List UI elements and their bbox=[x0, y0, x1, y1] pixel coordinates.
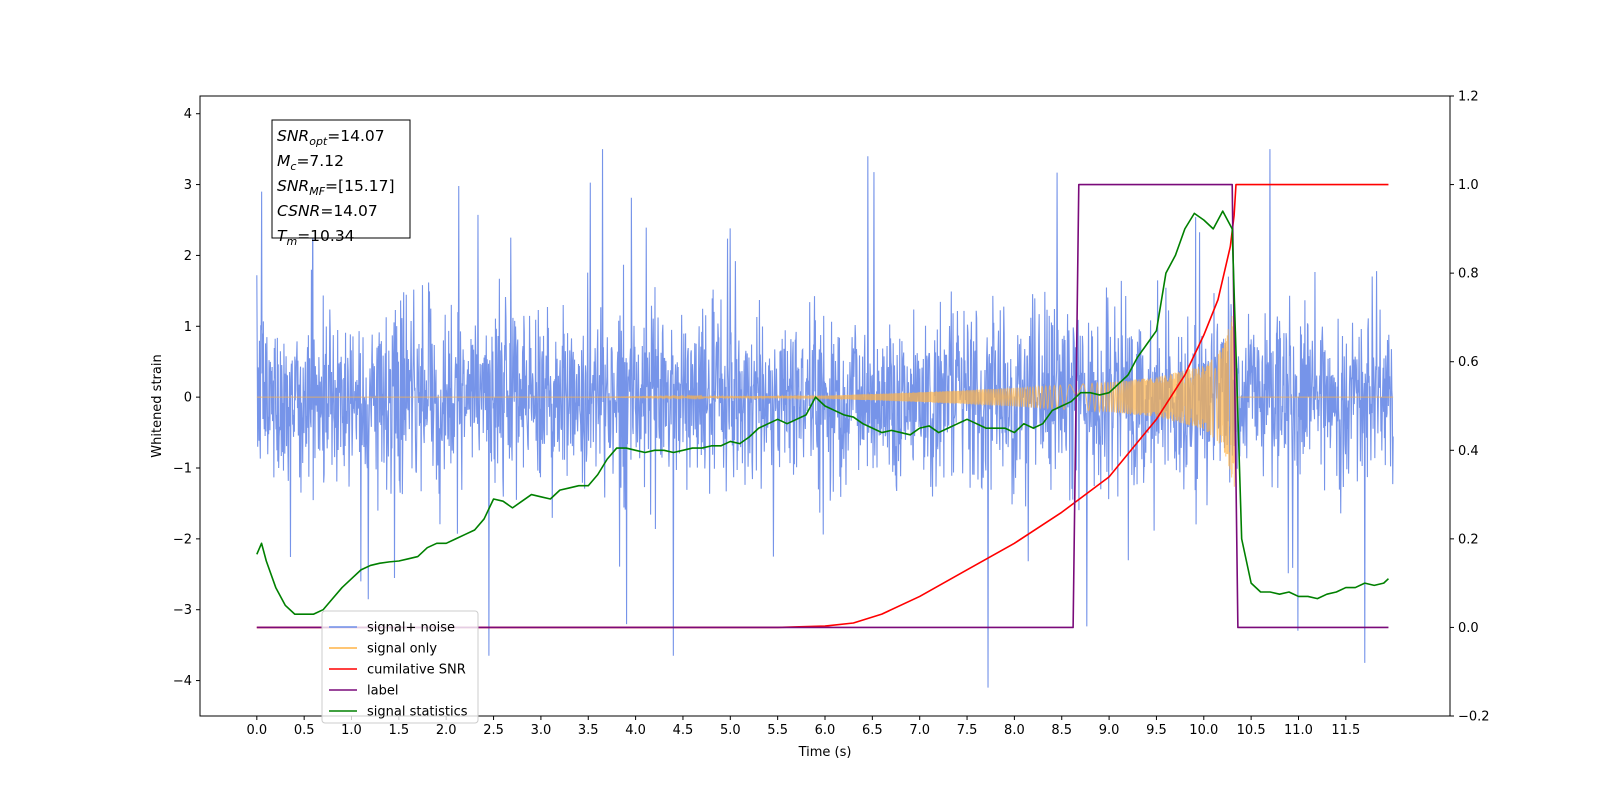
annotation-subscript: c bbox=[290, 160, 296, 173]
x-tick-label: 2.0 bbox=[436, 723, 457, 738]
x-tick-label: 0.5 bbox=[294, 723, 315, 738]
x-axis-ticks: 0.0 0.5 1.0 1.5 2.0 2.5 3.0 3.5 4.0 4.5 5.0 5.5 6.0 6… bbox=[246, 716, 1360, 738]
annotation-symbol: T bbox=[277, 227, 288, 245]
x-tick-label: 1.0 bbox=[341, 723, 362, 738]
y-tick-label: −2 bbox=[173, 532, 192, 547]
x-tick-label: 3.5 bbox=[578, 723, 599, 738]
annotation-symbol: SNR bbox=[277, 177, 309, 195]
signal-statistics-line bbox=[256, 210, 1389, 615]
annotation-line: Tm=10.34 bbox=[277, 227, 355, 248]
annotation-symbol: M bbox=[277, 152, 290, 170]
annotation-line: Mc=7.12 bbox=[277, 152, 344, 173]
annotation-line: SNRopt=14.07 bbox=[277, 127, 385, 148]
x-axis-label: Time (s) bbox=[798, 745, 852, 760]
annotation-subscript: MF bbox=[309, 185, 325, 198]
x-tick-label: 0.0 bbox=[246, 723, 267, 738]
legend-label: signal+ noise bbox=[367, 621, 455, 636]
label-line bbox=[256, 183, 1389, 629]
y-right-tick-label: −0.2 bbox=[1458, 710, 1490, 725]
y-tick-label: −3 bbox=[173, 603, 192, 618]
y-tick-label: 3 bbox=[184, 178, 192, 193]
x-tick-label: 5.0 bbox=[720, 723, 741, 738]
x-tick-label: 5.5 bbox=[767, 723, 788, 738]
x-tick-label: 7.5 bbox=[957, 723, 978, 738]
x-tick-label: 2.5 bbox=[483, 723, 504, 738]
y-tick-label: 0 bbox=[184, 391, 192, 406]
series-signal-only bbox=[256, 310, 1394, 487]
y-right-tick-label: 0.4 bbox=[1458, 444, 1479, 459]
x-tick-label: 4.5 bbox=[673, 723, 694, 738]
x-tick-label: 6.0 bbox=[815, 723, 836, 738]
x-tick-label: 3.0 bbox=[531, 723, 552, 738]
x-tick-label: 9.0 bbox=[1099, 723, 1120, 738]
annotation-value: =[15.17] bbox=[325, 177, 394, 195]
y-right-tick-label: 1.0 bbox=[1458, 178, 1479, 193]
x-tick-label: 1.5 bbox=[389, 723, 410, 738]
y-axis-ticks: −4 −3 −2 −1 0 1 2 3 4 bbox=[173, 107, 200, 689]
y-axis-label: Whitened strain bbox=[150, 354, 165, 457]
annotation-symbol: SNR bbox=[277, 127, 309, 145]
x-tick-label: 10.0 bbox=[1189, 723, 1218, 738]
legend-label: cumilative SNR bbox=[367, 663, 466, 678]
annotation-subscript: m bbox=[286, 235, 297, 248]
x-tick-label: 11.5 bbox=[1331, 723, 1360, 738]
legend-label: label bbox=[367, 684, 398, 699]
y-right-tick-label: 1.2 bbox=[1458, 90, 1479, 105]
signal-only-line bbox=[256, 310, 1394, 487]
x-tick-label: 8.5 bbox=[1051, 723, 1072, 738]
legend: signal+ noise signal only cumilative SNR la… bbox=[321, 610, 479, 724]
cumulative-snr-line bbox=[256, 183, 1389, 629]
stats-annotation-box: SNRopt=14.07Mc=7.12SNRMF=[15.17]CSNR=14.… bbox=[271, 119, 411, 248]
x-tick-label: 7.0 bbox=[909, 723, 930, 738]
annotation-value: =10.34 bbox=[297, 227, 354, 245]
annotation-value: =14.07 bbox=[327, 127, 384, 145]
annotation-frame bbox=[271, 119, 411, 239]
annotation-value: =7.12 bbox=[296, 152, 344, 170]
y-right-tick-label: 0.2 bbox=[1458, 532, 1479, 547]
x-tick-label: 6.5 bbox=[862, 723, 883, 738]
annotation-subscript: opt bbox=[309, 135, 328, 148]
x-tick-label: 11.0 bbox=[1284, 723, 1313, 738]
y-tick-label: 1 bbox=[184, 320, 192, 335]
y-tick-label: 4 bbox=[184, 107, 192, 122]
legend-label: signal only bbox=[367, 642, 437, 657]
right-axis-series bbox=[256, 183, 1389, 629]
legend-frame bbox=[321, 610, 479, 724]
x-tick-label: 8.0 bbox=[1004, 723, 1025, 738]
y-right-tick-label: 0.8 bbox=[1458, 267, 1479, 282]
annotation-line: SNRMF=[15.17] bbox=[277, 177, 395, 198]
annotation-value: =14.07 bbox=[320, 202, 377, 220]
y-tick-label: −4 bbox=[173, 674, 192, 689]
annotation-symbol: CSNR bbox=[277, 202, 320, 220]
x-tick-label: 4.0 bbox=[625, 723, 646, 738]
x-tick-label: 9.5 bbox=[1146, 723, 1167, 738]
legend-label: signal statistics bbox=[367, 705, 468, 720]
y-tick-label: −1 bbox=[173, 462, 192, 477]
y-tick-label: 2 bbox=[184, 249, 192, 264]
y-right-tick-label: 0.6 bbox=[1458, 355, 1479, 370]
y-right-tick-label: 0.0 bbox=[1458, 621, 1479, 636]
x-tick-label: 10.5 bbox=[1237, 723, 1266, 738]
y-right-axis-ticks: −0.2 0.0 0.2 0.4 0.6 0.8 1.0 1.2 bbox=[1450, 90, 1490, 725]
annotation-line: CSNR=14.07 bbox=[277, 202, 378, 220]
